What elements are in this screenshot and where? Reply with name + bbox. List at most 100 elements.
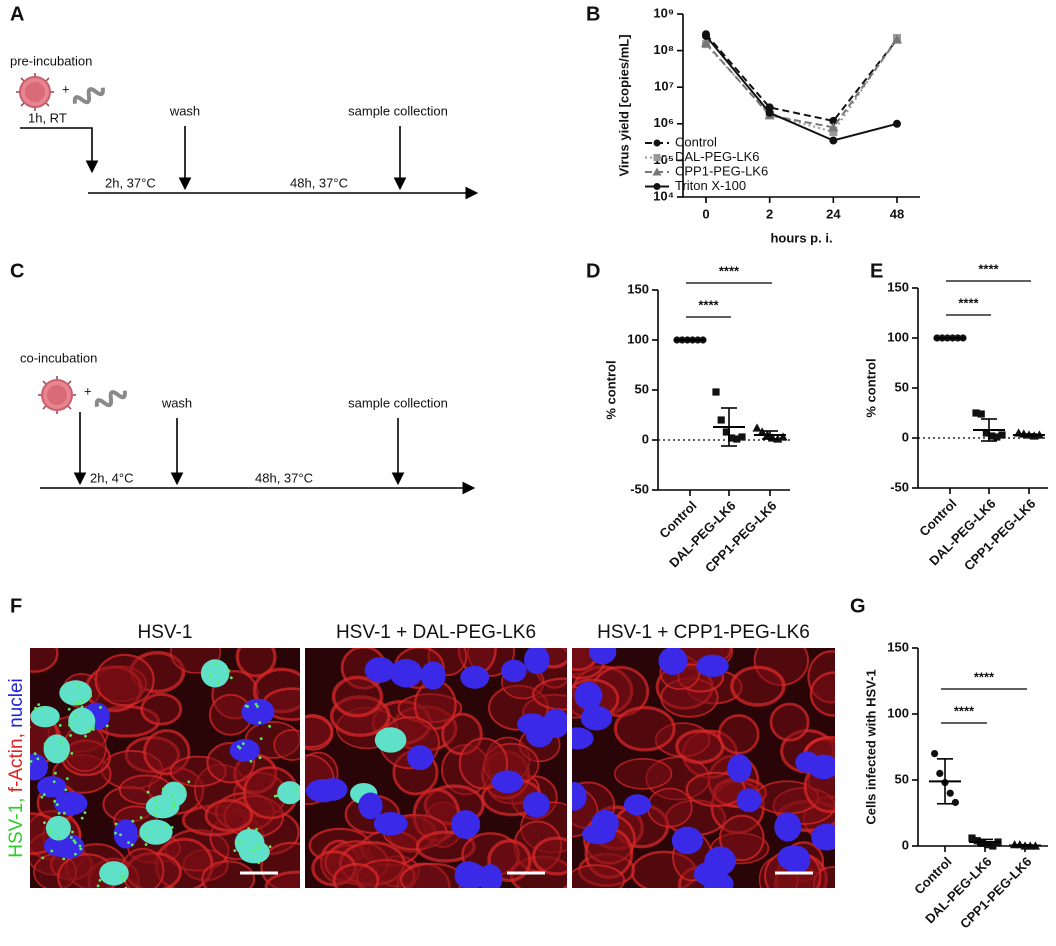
virus-signal [83, 811, 87, 815]
point [712, 388, 720, 396]
virus-signal [171, 794, 175, 798]
legend-label: Triton X-100 [675, 178, 746, 193]
nucleus [113, 819, 138, 849]
virus-signal [79, 847, 83, 851]
stain-part: HSV-1, [6, 792, 27, 857]
point [977, 410, 985, 418]
virus-signal [268, 845, 272, 849]
point [988, 432, 996, 440]
y-axis-label: % control [863, 358, 878, 417]
virus-signal [236, 745, 240, 748]
point [972, 409, 980, 417]
point [701, 38, 711, 48]
collect-label: sample collection [348, 103, 448, 118]
virus-signal [130, 843, 134, 847]
phase-label: 48h, 37°C [255, 470, 313, 485]
nucleus [524, 648, 550, 675]
virus-signal [268, 724, 272, 728]
peptide-icon [70, 81, 108, 110]
virus-signal [153, 813, 157, 816]
nucleus [574, 681, 603, 710]
micrograph-title: HSV-1 [138, 622, 193, 643]
y-tick-label: 100 [887, 329, 909, 344]
cell-outline [730, 665, 786, 707]
x-tick-label: CPP1-PEG-LK6 [961, 496, 1039, 574]
nucleus [45, 815, 71, 841]
series-line [705, 33, 898, 123]
y-tick-label: -50 [890, 479, 909, 494]
y-tick-label: 0 [642, 431, 649, 446]
y-tick-label: 0 [902, 837, 909, 852]
legend-marker [653, 139, 661, 147]
virus-signal [98, 878, 102, 882]
micrograph [30, 648, 300, 888]
virus-signal [105, 724, 109, 728]
virus-signal [90, 726, 94, 730]
virus-signal [99, 706, 102, 709]
y-tick-label: 150 [887, 639, 909, 654]
virus-signal [96, 884, 100, 888]
virus-signal [229, 676, 233, 680]
legend-label: Control [675, 134, 717, 149]
cell-outline [140, 692, 183, 726]
virus-signal [114, 822, 118, 826]
point [993, 433, 1001, 441]
virus-signal [238, 841, 241, 845]
virus-signal [144, 843, 148, 846]
virus-signal [30, 763, 31, 767]
cell-outline [332, 862, 380, 888]
y-tick-label: 10⁴ [653, 188, 674, 203]
virus-signal [154, 806, 158, 809]
cell-outline [305, 715, 333, 749]
nucleus [671, 826, 703, 855]
y-tick-label: 0 [902, 429, 909, 444]
stain-label: HSV-1, f-Actin, nuclei [6, 678, 27, 858]
virus-signal [172, 803, 176, 807]
point [982, 429, 990, 437]
nucleus [99, 861, 129, 886]
virus-signal [254, 702, 258, 706]
significance-label: **** [958, 295, 979, 310]
virus-signal [67, 723, 71, 727]
nucleus [277, 781, 300, 805]
virus-signal [121, 875, 125, 879]
significance-label: **** [719, 263, 740, 278]
virus-signal [227, 669, 231, 673]
nucleus [200, 659, 230, 688]
panel-label: C [10, 260, 24, 282]
virus-signal [62, 811, 66, 815]
cell-outline [204, 799, 254, 832]
virus-signal [295, 787, 299, 791]
virus-signal [73, 841, 77, 845]
nucleus [54, 834, 85, 859]
phase-label: 48h, 37°C [290, 175, 348, 190]
pre-label: 1h, RT [28, 110, 67, 125]
virus-signal [146, 790, 150, 794]
nucleus [358, 792, 383, 820]
virus-signal [77, 701, 80, 705]
x-tick-label: CPP1-PEG-LK6 [957, 854, 1035, 932]
micrograph-content [30, 648, 300, 888]
panel-label: A [10, 3, 24, 25]
virus-signal [64, 788, 68, 792]
point [829, 136, 838, 145]
nucleus [658, 648, 688, 675]
nucleus [736, 788, 762, 813]
series-line [705, 37, 898, 134]
virus-signal [42, 793, 46, 797]
virus-signal [77, 685, 81, 688]
cell-outline [30, 648, 59, 673]
virus-signal [57, 836, 61, 840]
virus-signal [247, 827, 250, 830]
virus-signal [34, 706, 37, 710]
legend-marker [652, 167, 662, 176]
virus-signal [208, 674, 212, 677]
significance-label: **** [698, 297, 719, 312]
virus-signal [139, 816, 143, 819]
nucleus [774, 812, 802, 842]
point [989, 842, 997, 850]
virus-signal [30, 760, 33, 763]
legend-marker [653, 154, 661, 161]
y-tick-label: 150 [887, 279, 909, 294]
